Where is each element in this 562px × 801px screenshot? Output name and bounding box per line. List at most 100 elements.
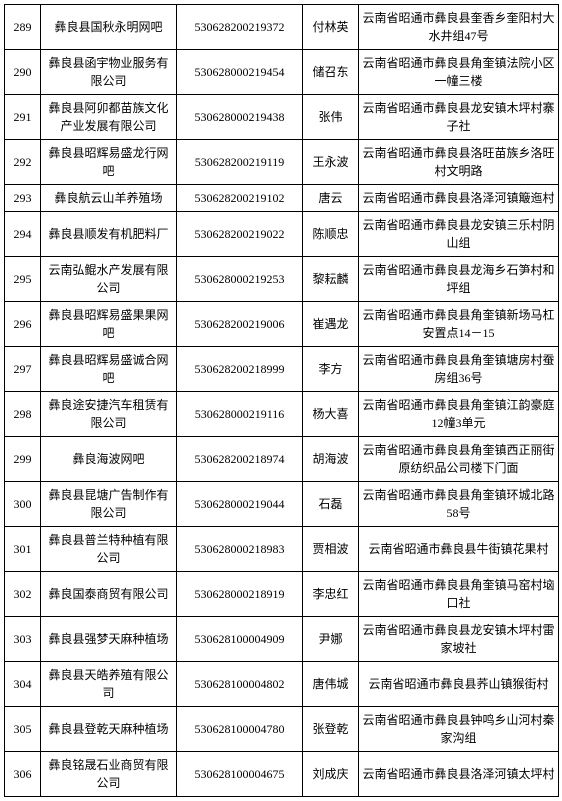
cell-name: 彝良县昆塘广告制作有限公司 xyxy=(41,482,177,527)
cell-seq: 299 xyxy=(5,437,41,482)
cell-seq: 305 xyxy=(5,707,41,752)
cell-code: 530628000219253 xyxy=(177,257,303,302)
table-row: 303彝良县强梦天麻种植场530628100004909尹娜云南省昭通市彝良县龙… xyxy=(5,617,559,662)
cell-code: 530628000219454 xyxy=(177,50,303,95)
cell-code: 530628100004802 xyxy=(177,662,303,707)
cell-name: 彝良航云山羊养殖场 xyxy=(41,185,177,212)
cell-contact: 张伟 xyxy=(303,95,359,140)
table-row: 293彝良航云山羊养殖场530628200219102唐云云南省昭通市彝良县洛泽… xyxy=(5,185,559,212)
cell-seq: 291 xyxy=(5,95,41,140)
cell-name: 云南弘鲲水产发展有限公司 xyxy=(41,257,177,302)
cell-contact: 黎耘麟 xyxy=(303,257,359,302)
cell-name: 彝良海波网吧 xyxy=(41,437,177,482)
cell-seq: 290 xyxy=(5,50,41,95)
table-row: 291彝良县阿卯都苗族文化产业发展有限公司530628000219438张伟云南… xyxy=(5,95,559,140)
cell-address: 云南省昭通市彝良县钟鸣乡山河村秦家沟组 xyxy=(359,707,559,752)
table-row: 300彝良县昆塘广告制作有限公司530628000219044石磊云南省昭通市彝… xyxy=(5,482,559,527)
table-row: 299彝良海波网吧530628200218974胡海波云南省昭通市彝良县角奎镇西… xyxy=(5,437,559,482)
cell-name: 彝良县天皓养殖有限公司 xyxy=(41,662,177,707)
cell-seq: 296 xyxy=(5,302,41,347)
cell-name: 彝良县阿卯都苗族文化产业发展有限公司 xyxy=(41,95,177,140)
cell-name: 彝良县普兰特种植有限公司 xyxy=(41,527,177,572)
table-row: 290彝良县函宇物业服务有限公司530628000219454储召东云南省昭通市… xyxy=(5,50,559,95)
cell-contact: 尹娜 xyxy=(303,617,359,662)
cell-address: 云南省昭通市彝良县角奎镇江韵豪庭12幢3单元 xyxy=(359,392,559,437)
cell-contact: 付林英 xyxy=(303,5,359,50)
table-row: 298彝良途安捷汽车租赁有限公司530628000219116杨大喜云南省昭通市… xyxy=(5,392,559,437)
cell-address: 云南省昭通市彝良县角奎镇法院小区一幢三楼 xyxy=(359,50,559,95)
table-row: 294彝良县顺发有机肥料厂530628200219022陈顺忠云南省昭通市彝良县… xyxy=(5,212,559,257)
table-row: 302彝良国泰商贸有限公司530628000218919李忠红云南省昭通市彝良县… xyxy=(5,572,559,617)
cell-address: 云南省昭通市彝良县龙海乡石笋村和坪组 xyxy=(359,257,559,302)
cell-name: 彝良县登乾天麻种植场 xyxy=(41,707,177,752)
cell-address: 云南省昭通市彝良县角奎镇西正丽街原纺织品公司楼下门面 xyxy=(359,437,559,482)
registry-table: 289彝良县国秋永明网吧530628200219372付林英云南省昭通市彝良县奎… xyxy=(4,4,559,797)
table-row: 304彝良县天皓养殖有限公司530628100004802唐伟城云南省昭通市彝良… xyxy=(5,662,559,707)
table-body: 289彝良县国秋永明网吧530628200219372付林英云南省昭通市彝良县奎… xyxy=(5,5,559,797)
cell-name: 彝良国泰商贸有限公司 xyxy=(41,572,177,617)
cell-contact: 刘成庆 xyxy=(303,752,359,797)
cell-seq: 289 xyxy=(5,5,41,50)
table-row: 292彝良县昭辉易盛龙行网吧530628200219119王永波云南省昭通市彝良… xyxy=(5,140,559,185)
cell-address: 云南省昭通市彝良县洛泽河镇太坪村 xyxy=(359,752,559,797)
table-row: 301彝良县普兰特种植有限公司530628000218983贾相波云南省昭通市彝… xyxy=(5,527,559,572)
cell-code: 530628100004909 xyxy=(177,617,303,662)
cell-seq: 301 xyxy=(5,527,41,572)
cell-name: 彝良县昭辉易盛诚合网吧 xyxy=(41,347,177,392)
cell-seq: 304 xyxy=(5,662,41,707)
cell-code: 530628000218983 xyxy=(177,527,303,572)
cell-contact: 陈顺忠 xyxy=(303,212,359,257)
cell-code: 530628200219006 xyxy=(177,302,303,347)
cell-code: 530628200218999 xyxy=(177,347,303,392)
cell-code: 530628000219044 xyxy=(177,482,303,527)
table-row: 289彝良县国秋永明网吧530628200219372付林英云南省昭通市彝良县奎… xyxy=(5,5,559,50)
cell-address: 云南省昭通市彝良县角奎镇新场马杠安置点14－15 xyxy=(359,302,559,347)
cell-contact: 石磊 xyxy=(303,482,359,527)
cell-code: 530628200219022 xyxy=(177,212,303,257)
table-row: 295云南弘鲲水产发展有限公司530628000219253黎耘麟云南省昭通市彝… xyxy=(5,257,559,302)
cell-address: 云南省昭通市彝良县龙安镇三乐村阴山组 xyxy=(359,212,559,257)
cell-seq: 298 xyxy=(5,392,41,437)
cell-contact: 胡海波 xyxy=(303,437,359,482)
cell-code: 530628200219102 xyxy=(177,185,303,212)
cell-address: 云南省昭通市彝良县牛街镇花果村 xyxy=(359,527,559,572)
cell-seq: 294 xyxy=(5,212,41,257)
cell-code: 530628000219116 xyxy=(177,392,303,437)
table-row: 305彝良县登乾天麻种植场530628100004780张登乾云南省昭通市彝良县… xyxy=(5,707,559,752)
cell-address: 云南省昭通市彝良县龙安镇木坪村寨子社 xyxy=(359,95,559,140)
cell-name: 彝良县强梦天麻种植场 xyxy=(41,617,177,662)
cell-seq: 300 xyxy=(5,482,41,527)
cell-address: 云南省昭通市彝良县奎香乡奎阳村大水井组47号 xyxy=(359,5,559,50)
cell-name: 彝良县国秋永明网吧 xyxy=(41,5,177,50)
cell-code: 530628200218974 xyxy=(177,437,303,482)
cell-seq: 295 xyxy=(5,257,41,302)
cell-seq: 306 xyxy=(5,752,41,797)
cell-address: 云南省昭通市彝良县角奎镇环城北路58号 xyxy=(359,482,559,527)
cell-contact: 张登乾 xyxy=(303,707,359,752)
cell-contact: 唐伟城 xyxy=(303,662,359,707)
table-row: 297彝良县昭辉易盛诚合网吧530628200218999李方云南省昭通市彝良县… xyxy=(5,347,559,392)
cell-name: 彝良途安捷汽车租赁有限公司 xyxy=(41,392,177,437)
cell-seq: 303 xyxy=(5,617,41,662)
cell-code: 530628100004675 xyxy=(177,752,303,797)
cell-code: 530628000219438 xyxy=(177,95,303,140)
cell-address: 云南省昭通市彝良县洛旺苗族乡洛旺村文明路 xyxy=(359,140,559,185)
cell-address: 云南省昭通市彝良县龙安镇木坪村雷家坡社 xyxy=(359,617,559,662)
cell-code: 530628100004780 xyxy=(177,707,303,752)
table-row: 296彝良县昭辉易盛果果网吧530628200219006崔遇龙云南省昭通市彝良… xyxy=(5,302,559,347)
cell-address: 云南省昭通市彝良县角奎镇马窑村垴口社 xyxy=(359,572,559,617)
cell-seq: 293 xyxy=(5,185,41,212)
cell-address: 云南省昭通市彝良县荞山镇猴街村 xyxy=(359,662,559,707)
cell-contact: 李忠红 xyxy=(303,572,359,617)
cell-code: 530628200219372 xyxy=(177,5,303,50)
cell-seq: 302 xyxy=(5,572,41,617)
cell-name: 彝良县函宇物业服务有限公司 xyxy=(41,50,177,95)
cell-name: 彝良县昭辉易盛果果网吧 xyxy=(41,302,177,347)
cell-code: 530628000218919 xyxy=(177,572,303,617)
cell-name: 彝良铭晟石业商贸有限公司 xyxy=(41,752,177,797)
cell-address: 云南省昭通市彝良县洛泽河镇簸迤村 xyxy=(359,185,559,212)
cell-seq: 297 xyxy=(5,347,41,392)
cell-contact: 贾相波 xyxy=(303,527,359,572)
cell-contact: 崔遇龙 xyxy=(303,302,359,347)
cell-seq: 292 xyxy=(5,140,41,185)
